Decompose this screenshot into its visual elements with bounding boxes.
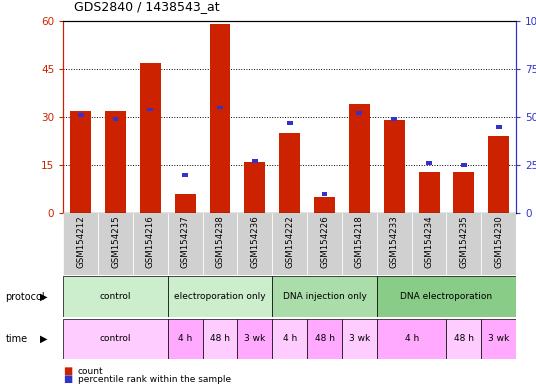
Bar (63, 319, 168, 359)
Bar (481, 319, 516, 359)
Text: control: control (100, 292, 131, 301)
Bar (377, 319, 446, 359)
Bar (272, 276, 377, 317)
Text: GSM154218: GSM154218 (355, 215, 364, 268)
Text: ■: ■ (63, 366, 72, 376)
Text: GSM154226: GSM154226 (320, 215, 329, 268)
Bar (203, 319, 237, 359)
Text: count: count (78, 367, 103, 376)
Bar (168, 319, 203, 359)
Bar (140, 63, 161, 213)
Bar (168, 213, 203, 275)
Text: DNA electroporation: DNA electroporation (400, 292, 493, 301)
Bar (168, 276, 272, 317)
Bar (287, 121, 293, 125)
Text: GSM154230: GSM154230 (494, 215, 503, 268)
Bar (147, 108, 153, 111)
Bar (307, 319, 342, 359)
Text: GSM154212: GSM154212 (76, 215, 85, 268)
Bar (384, 120, 405, 213)
Text: GSM154216: GSM154216 (146, 215, 155, 268)
Text: DNA injection only: DNA injection only (282, 292, 367, 301)
Text: 3 wk: 3 wk (488, 334, 509, 343)
Text: 48 h: 48 h (315, 334, 334, 343)
Text: 3 wk: 3 wk (349, 334, 370, 343)
Bar (391, 117, 397, 121)
Bar (453, 172, 474, 213)
Text: GSM154233: GSM154233 (390, 215, 399, 268)
Text: control: control (100, 334, 131, 343)
Text: GSM154234: GSM154234 (425, 215, 434, 268)
Text: electroporation only: electroporation only (174, 292, 266, 301)
Bar (446, 213, 481, 275)
Bar (105, 111, 126, 213)
Bar (203, 213, 237, 275)
Text: 48 h: 48 h (210, 334, 230, 343)
Bar (446, 319, 481, 359)
Text: 4 h: 4 h (282, 334, 297, 343)
Bar (63, 213, 98, 275)
Text: ▶: ▶ (40, 334, 48, 344)
Text: ■: ■ (63, 374, 72, 384)
Bar (272, 213, 307, 275)
Bar (496, 125, 502, 129)
Text: GSM154215: GSM154215 (111, 215, 120, 268)
Bar (481, 213, 516, 275)
Bar (78, 113, 84, 117)
Bar (210, 24, 230, 213)
Bar (461, 163, 467, 167)
Bar (377, 276, 516, 317)
Text: percentile rank within the sample: percentile rank within the sample (78, 375, 231, 384)
Text: 48 h: 48 h (454, 334, 474, 343)
Text: ▶: ▶ (40, 291, 48, 302)
Bar (342, 319, 377, 359)
Bar (322, 192, 327, 196)
Bar (175, 194, 196, 213)
Bar (412, 213, 446, 275)
Bar (426, 161, 432, 165)
Bar (63, 276, 168, 317)
Bar (272, 319, 307, 359)
Bar (252, 159, 258, 163)
Bar (419, 172, 440, 213)
Text: GSM154237: GSM154237 (181, 215, 190, 268)
Bar (314, 197, 335, 213)
Bar (377, 213, 412, 275)
Bar (70, 111, 91, 213)
Bar (113, 117, 118, 121)
Bar (307, 213, 342, 275)
Bar (356, 111, 362, 115)
Text: GSM154222: GSM154222 (285, 215, 294, 268)
Text: 4 h: 4 h (178, 334, 192, 343)
Bar (342, 213, 377, 275)
Text: GSM154238: GSM154238 (215, 215, 225, 268)
Bar (488, 136, 509, 213)
Bar (349, 104, 370, 213)
Text: protocol: protocol (5, 291, 45, 302)
Bar (237, 213, 272, 275)
Text: GDS2840 / 1438543_at: GDS2840 / 1438543_at (74, 0, 220, 13)
Text: 4 h: 4 h (405, 334, 419, 343)
Text: 3 wk: 3 wk (244, 334, 265, 343)
Bar (279, 133, 300, 213)
Bar (133, 213, 168, 275)
Bar (182, 173, 188, 177)
Bar (217, 106, 223, 109)
Text: time: time (5, 334, 27, 344)
Text: GSM154236: GSM154236 (250, 215, 259, 268)
Bar (237, 319, 272, 359)
Bar (244, 162, 265, 213)
Bar (98, 213, 133, 275)
Text: GSM154235: GSM154235 (459, 215, 468, 268)
